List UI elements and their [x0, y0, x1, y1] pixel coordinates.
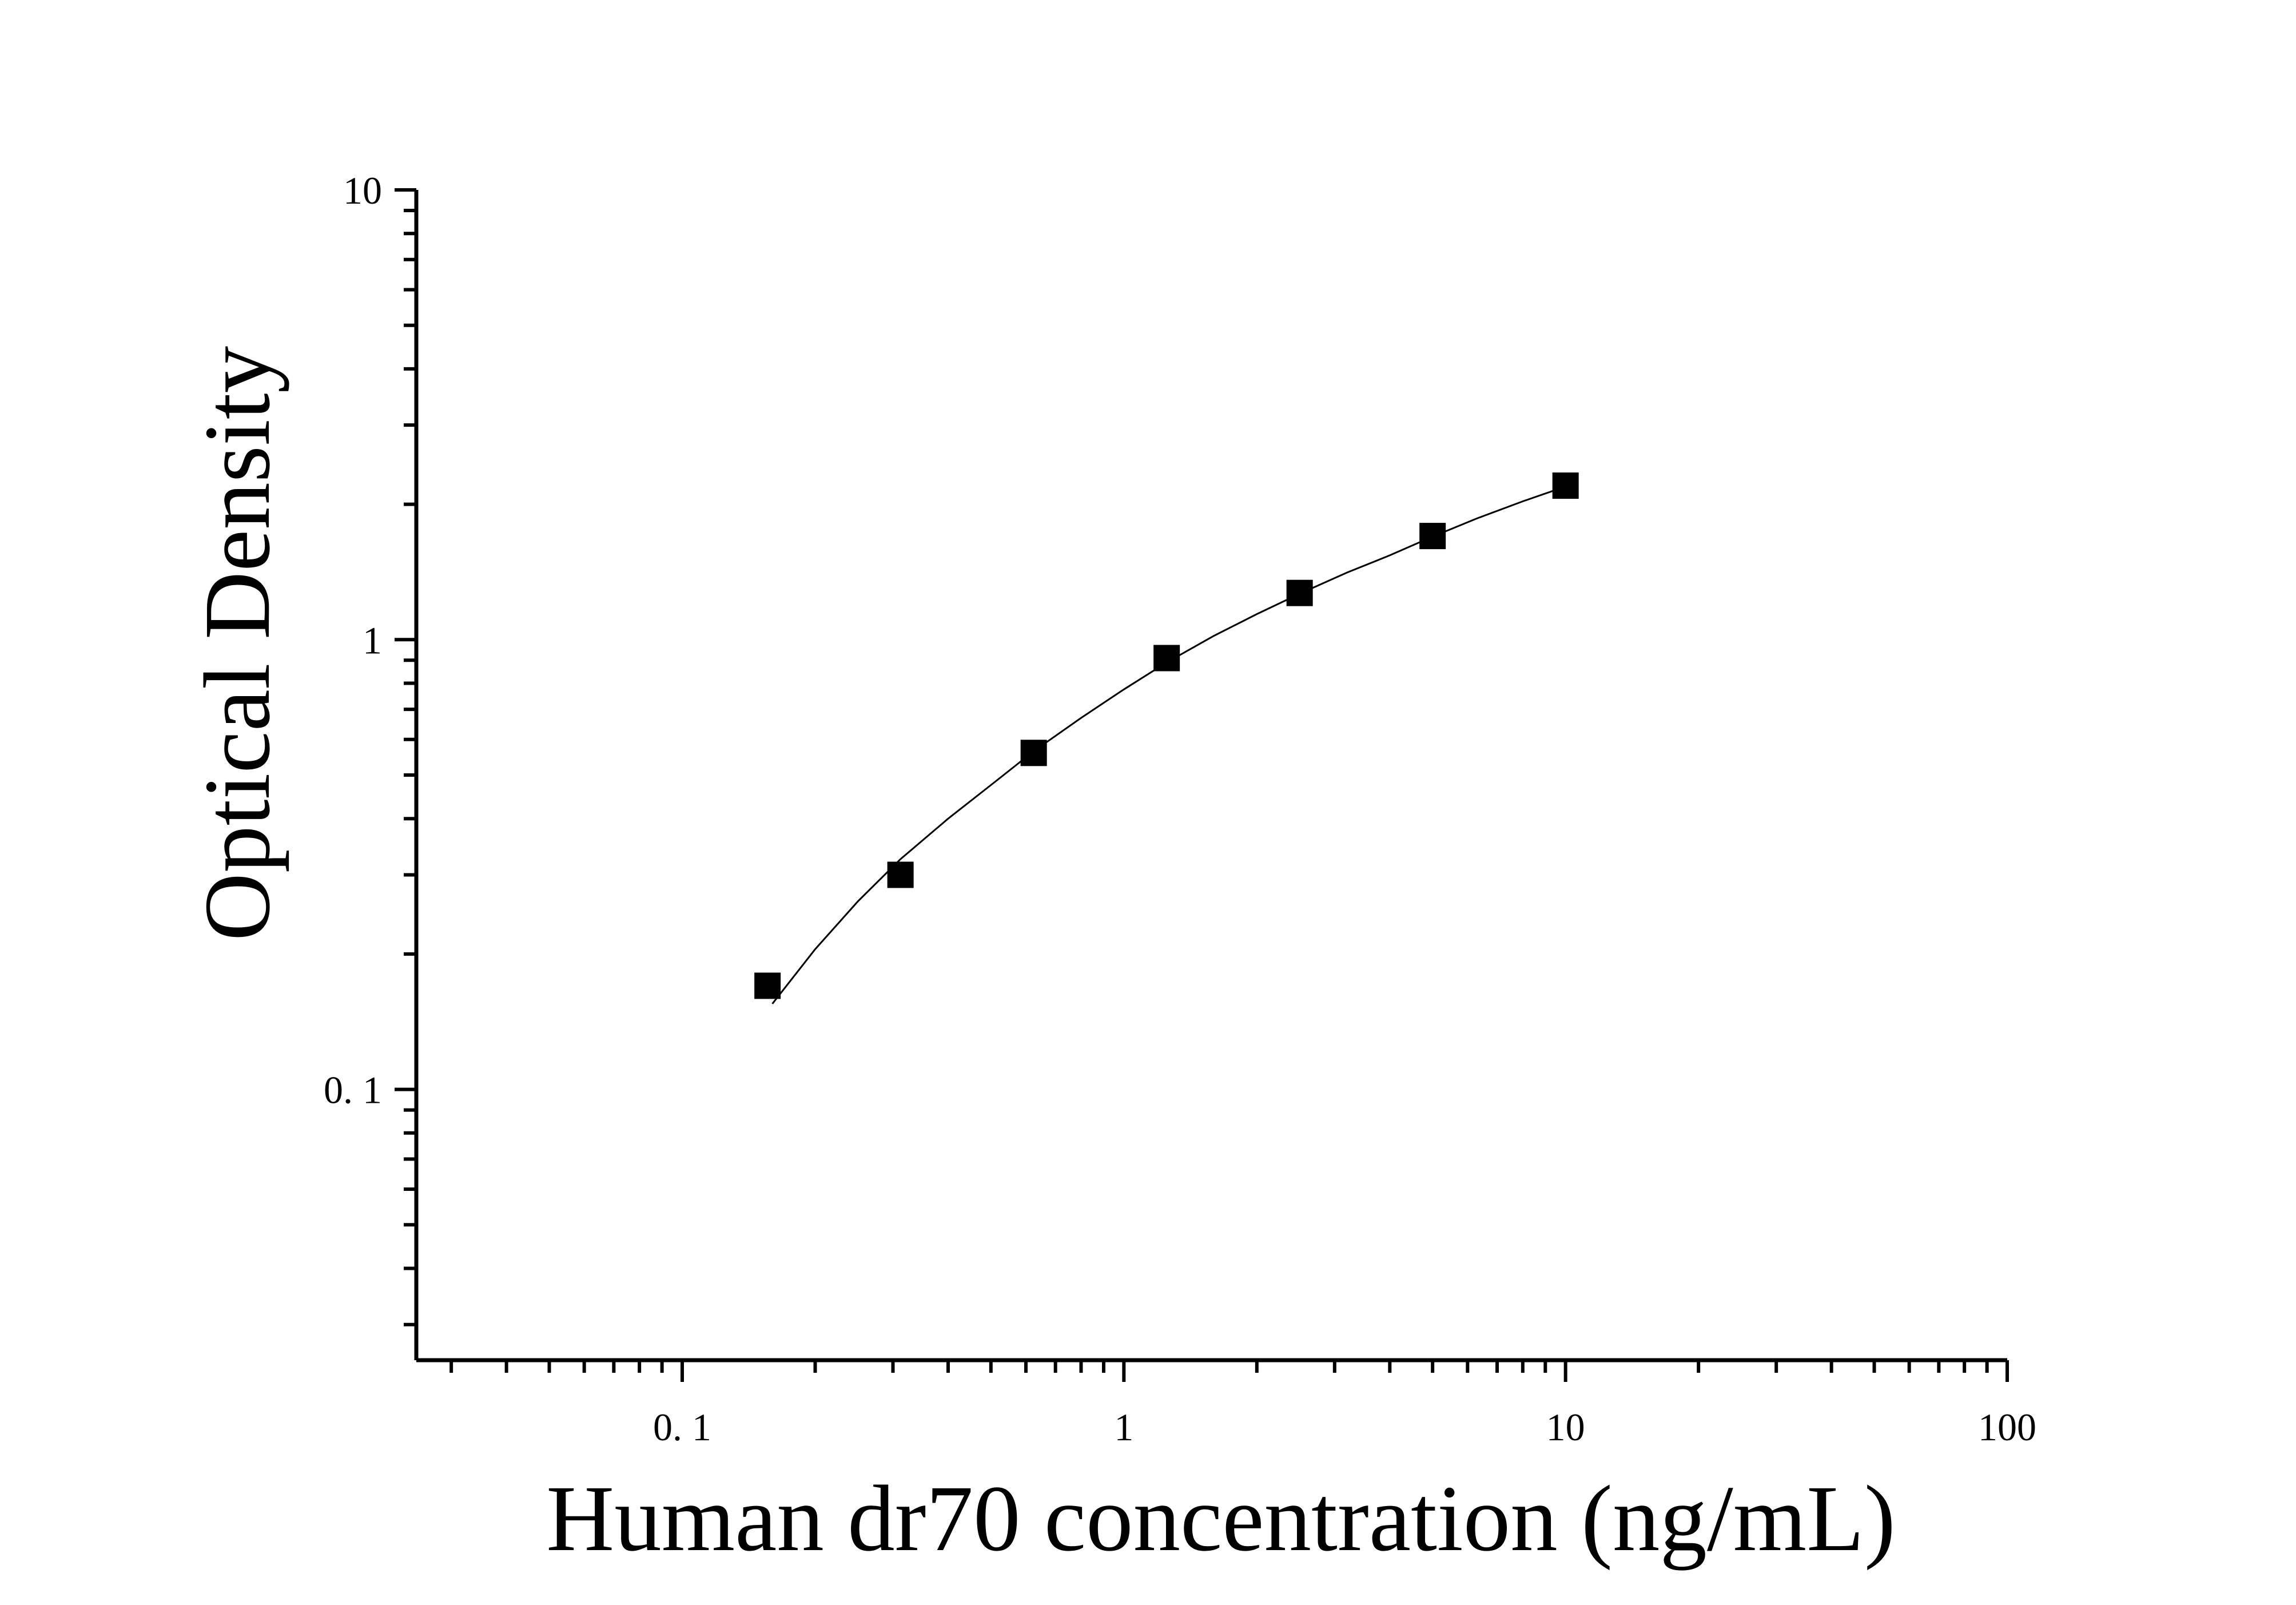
data-point: [1286, 579, 1313, 606]
x-tick-label: 1: [1114, 1405, 1133, 1449]
x-axis-title: Human dr70 concentration (ng/mL): [546, 1466, 1896, 1571]
fit-curve-layer: [771, 486, 1566, 1004]
data-point: [1419, 523, 1446, 550]
data-point: [1020, 740, 1047, 766]
tick-labels: 0. 1 1 10 100 0. 1 1 10: [324, 169, 2036, 1449]
data-point: [887, 861, 914, 888]
y-tick-label: 10: [343, 169, 382, 212]
y-axis-title: Optical Density: [185, 346, 289, 941]
data-points: [754, 472, 1579, 999]
y-tick-label: 0. 1: [324, 1068, 382, 1112]
x-tick-label: 0. 1: [653, 1405, 711, 1449]
data-point: [1153, 645, 1180, 672]
fit-curve: [771, 486, 1566, 1004]
axes: [395, 188, 2009, 1382]
data-point: [1552, 472, 1579, 499]
x-tick-label: 100: [1978, 1405, 2036, 1449]
data-point: [754, 972, 781, 999]
y-tick-label: 1: [363, 618, 382, 662]
x-tick-label: 10: [1546, 1405, 1585, 1449]
